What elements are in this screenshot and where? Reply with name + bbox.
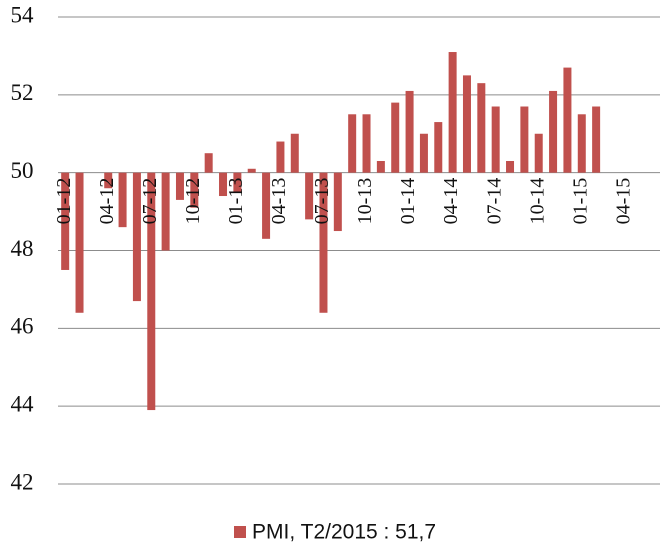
bar <box>305 172 314 220</box>
bar <box>132 172 141 302</box>
x-tick-label: 10-12 <box>182 178 204 225</box>
bar <box>247 168 256 173</box>
bar <box>448 52 457 173</box>
bar <box>348 114 357 173</box>
y-tick-label: 50 <box>11 158 34 183</box>
bar <box>219 172 228 197</box>
bar <box>276 141 285 173</box>
x-tick-label: 01-15 <box>569 178 591 225</box>
y-tick-label: 48 <box>11 236 34 261</box>
bar <box>376 160 385 173</box>
y-tick-label: 46 <box>11 314 34 339</box>
bar <box>434 122 443 173</box>
x-tick-label: 04-13 <box>268 178 290 225</box>
x-tick-label: 01-14 <box>397 178 419 225</box>
bar <box>362 114 371 173</box>
y-tick-label: 42 <box>11 469 34 494</box>
x-tick-label: 01-13 <box>225 178 247 225</box>
x-tick-label: 07-14 <box>483 178 505 225</box>
bar <box>290 133 299 173</box>
x-tick-label: 04-15 <box>612 178 634 225</box>
bar <box>534 133 543 173</box>
bar <box>405 90 414 173</box>
bar <box>118 172 127 228</box>
bar <box>391 102 400 173</box>
x-tick-label: 04-12 <box>96 178 118 225</box>
bar <box>577 114 586 173</box>
bar <box>190 172 199 208</box>
bar <box>161 172 170 251</box>
bar <box>61 172 70 270</box>
bar <box>506 160 515 173</box>
bar <box>477 83 486 173</box>
bar <box>319 172 328 313</box>
bar <box>75 172 84 313</box>
bar <box>233 172 242 193</box>
bar <box>262 172 271 239</box>
x-tick-label: 07-13 <box>311 178 333 225</box>
y-tick-label: 54 <box>11 2 35 27</box>
bar <box>563 67 572 173</box>
x-tick-label: 04-14 <box>440 178 462 225</box>
legend-swatch <box>234 526 246 538</box>
bar <box>419 133 428 173</box>
bar <box>175 172 184 200</box>
bar <box>204 153 213 173</box>
y-tick-label: 52 <box>11 80 34 105</box>
bar <box>147 172 156 411</box>
x-tick-label: 10-14 <box>526 178 548 225</box>
bar <box>333 172 342 232</box>
bar <box>491 106 500 173</box>
x-tick-label: 07-12 <box>139 178 161 225</box>
y-tick-label: 44 <box>11 391 35 416</box>
x-tick-label: 01-12 <box>53 178 75 225</box>
bar <box>549 90 558 173</box>
bar <box>592 106 601 173</box>
bar <box>462 75 471 173</box>
legend-label: PMI, T2/2015 : 51,7 <box>252 521 436 544</box>
bar <box>520 106 529 173</box>
bar <box>104 172 113 189</box>
x-tick-label: 10-13 <box>354 178 376 225</box>
